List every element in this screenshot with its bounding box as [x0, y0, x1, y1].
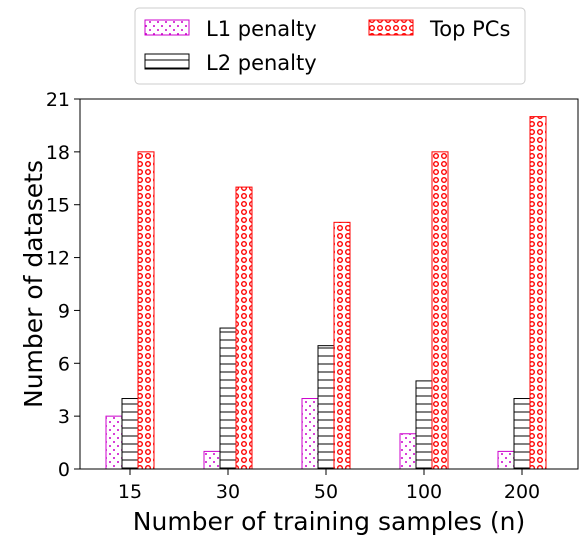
bar-l2-penalty-50: [317, 345, 335, 470]
bars-layer: [105, 116, 547, 470]
y-axis: 0 3 6 9 12 15 18 21: [46, 89, 80, 481]
legend-swatch-l1-penalty: [144, 19, 190, 36]
y-tick-label: 12: [46, 248, 70, 270]
x-tick-label: 15: [118, 481, 142, 503]
legend-entry-l2-penalty: L2 penalty: [144, 51, 317, 75]
legend-swatch-top-pcs: [368, 19, 414, 36]
legend-label-l1-penalty: L1 penalty: [206, 17, 317, 41]
legend-swatch-l2-penalty: [144, 53, 190, 70]
y-axis-title: Number of datasets: [19, 160, 48, 408]
bar-l2-penalty-200: [513, 398, 531, 470]
bar-top-pcs-15: [137, 151, 155, 470]
plot-frame: [79, 98, 579, 470]
bar-l2-penalty-15: [121, 398, 139, 470]
legend-entry-l1-penalty: L1 penalty: [144, 17, 317, 41]
legend-label-l2-penalty: L2 penalty: [206, 51, 317, 75]
x-axis: 15 30 50 100 200: [118, 469, 540, 503]
bar-top-pcs-50: [333, 221, 351, 470]
x-tick-label: 100: [406, 481, 442, 503]
y-tick-label: 15: [46, 195, 70, 217]
x-tick-label: 30: [216, 481, 240, 503]
bar-l1-penalty-50: [301, 398, 319, 470]
x-axis-title: Number of training samples (n): [133, 507, 525, 536]
legend: L1 penalty Top PCs L2 penalty: [134, 7, 526, 85]
y-tick-label: 21: [46, 89, 70, 111]
y-tick-label: 6: [58, 353, 70, 375]
bar-l1-penalty-30: [203, 450, 221, 470]
bar-l1-penalty-15: [105, 415, 123, 470]
bar-l2-penalty-100: [415, 380, 433, 470]
bar-l1-penalty-100: [399, 433, 417, 470]
x-tick-label: 50: [314, 481, 338, 503]
y-tick-label: 0: [58, 459, 70, 481]
bar-l2-penalty-30: [219, 327, 237, 470]
bar-l1-penalty-200: [497, 450, 515, 470]
bar-top-pcs-30: [235, 186, 253, 470]
legend-entry-top-pcs: Top PCs: [368, 17, 510, 41]
y-tick-label: 9: [58, 300, 70, 322]
y-tick-label: 18: [46, 142, 70, 164]
bar-top-pcs-100: [431, 151, 449, 470]
bar-top-pcs-200: [529, 116, 547, 470]
legend-frame: [134, 7, 526, 85]
y-tick-label: 3: [58, 406, 70, 428]
x-tick-label: 200: [504, 481, 540, 503]
legend-label-top-pcs: Top PCs: [429, 17, 510, 41]
